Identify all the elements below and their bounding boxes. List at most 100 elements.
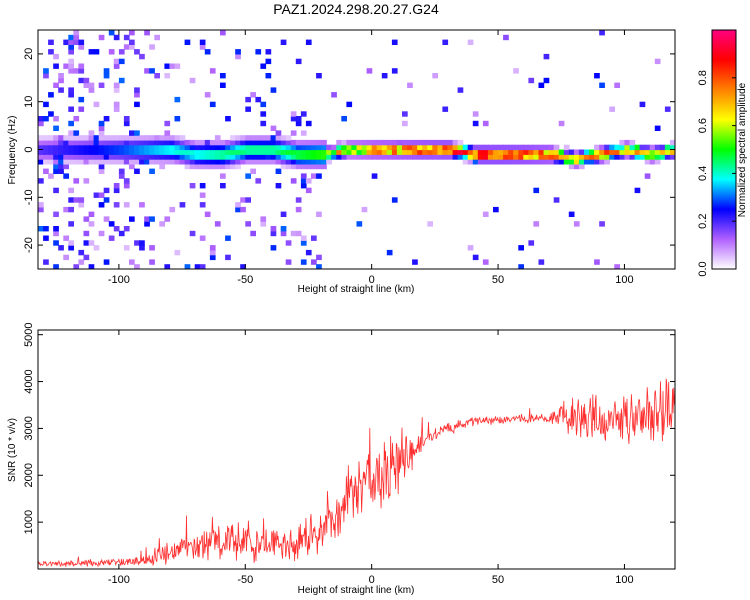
- spectrogram-cell: [48, 135, 54, 141]
- spectrogram-cell: [78, 44, 85, 50]
- spectrogram-cell: [83, 240, 90, 246]
- spectrogram-cell: [214, 135, 221, 141]
- spectrogram-cell: [144, 154, 150, 160]
- spectrogram-cell: [174, 63, 181, 69]
- spectrogram-cell: [240, 135, 246, 141]
- spectrogram-cell: [664, 144, 671, 151]
- spectrogram-cell: [669, 144, 675, 151]
- spectrogram-cell: [285, 154, 292, 160]
- spectrogram-cell: [103, 187, 110, 194]
- spectrogram-cell: [285, 163, 292, 170]
- spectrogram-cell: [447, 139, 454, 146]
- spectrogram-cell: [321, 163, 327, 170]
- spectrogram-cell: [305, 39, 312, 45]
- spectrogram-cell: [83, 139, 90, 146]
- spectrogram-cell: [240, 139, 246, 146]
- spectrogram-cell: [467, 154, 474, 160]
- spectrogram-cell: [220, 154, 226, 160]
- spectrogram-cell: [78, 77, 85, 84]
- spectrogram-cell: [78, 135, 85, 141]
- spectrogram-cell: [169, 63, 176, 69]
- spectrogram-cell: [280, 135, 287, 141]
- spectrogram-cell: [149, 245, 155, 251]
- spectrogram-cell: [528, 77, 535, 84]
- spectrogram-cell: [199, 139, 206, 146]
- spectrogram-cell: [260, 135, 267, 141]
- spectrogram-cell: [437, 149, 444, 155]
- spectrogram-cell: [123, 183, 130, 189]
- spectrogram-cell: [189, 230, 196, 237]
- spectrogram-cell: [164, 159, 171, 165]
- spectrogram-cell: [391, 154, 398, 160]
- spectrogram-cell: [316, 149, 322, 155]
- spectrogram-cell: [538, 144, 545, 151]
- spectrogram-cell: [290, 111, 297, 117]
- spectrogram-cell: [578, 163, 585, 170]
- spectrogram-cell: [68, 149, 74, 155]
- spectrogram-cell: [356, 221, 363, 227]
- spectrogram-cell: [482, 149, 489, 155]
- spectrogram-cell: [184, 39, 191, 45]
- spectrogram-cell: [629, 149, 636, 155]
- spectrogram-cell: [199, 163, 206, 170]
- spectrogram-cell: [270, 135, 277, 141]
- spectrogram-cell: [123, 116, 130, 122]
- spectrogram-cell: [356, 149, 363, 155]
- spectrogram-cell: [78, 96, 85, 103]
- spectrogram-cell: [528, 149, 535, 155]
- spectrogram-cell: [391, 149, 398, 155]
- spectrogram-cell: [43, 101, 49, 108]
- spectrogram-cell: [472, 144, 479, 151]
- spectrogram-cell: [649, 154, 656, 160]
- spectrogram-cell: [260, 149, 267, 155]
- spectrogram-cell: [164, 139, 171, 146]
- spectrogram-cell: [38, 139, 44, 146]
- spectrogram-cell: [98, 192, 105, 198]
- spectrogram-cell: [311, 173, 317, 179]
- spectrogram-cell: [316, 264, 322, 269]
- spectrogram-cell: [275, 135, 282, 141]
- spectrogram-cell: [159, 159, 165, 165]
- spectrogram-cell: [336, 144, 342, 151]
- spectrogram-cell: [604, 144, 610, 151]
- spectrogram-cell: [113, 139, 120, 146]
- spectrogram-cell: [523, 154, 529, 160]
- spectrogram-cell: [452, 154, 459, 160]
- spectrogram-cell: [78, 106, 85, 112]
- spectrogram-cell: [58, 87, 64, 93]
- spectrogram-cell: [103, 197, 110, 203]
- spectrogram-cell: [43, 235, 49, 241]
- spectrogram-cell: [553, 149, 560, 155]
- spectrogram-cell: [43, 159, 49, 165]
- spectrogram-cell: [154, 159, 160, 165]
- spectrogram-cell: [159, 135, 165, 141]
- spectrogram-cell: [169, 144, 176, 151]
- spectrogram-cell: [118, 49, 125, 55]
- spectrogram-cell: [88, 144, 95, 151]
- spectrogram-cell: [184, 144, 191, 151]
- spectrogram-cell: [68, 34, 74, 41]
- spectrogram-cell: [260, 144, 267, 151]
- spectrogram-cell: [184, 139, 191, 146]
- spectrogram-cell: [68, 144, 74, 151]
- spectrogram-cell: [300, 259, 307, 265]
- spectrogram-cell: [164, 120, 171, 127]
- spectrogram-cell: [48, 92, 54, 98]
- spectrogram-cell: [639, 101, 646, 108]
- spectrogram-cell: [123, 245, 130, 251]
- spectrogram-cell: [220, 159, 226, 165]
- spectrogram-cell: [103, 68, 110, 74]
- spectrogram-cell: [452, 149, 459, 155]
- spectrogram-cell: [300, 130, 307, 136]
- spectrogram-cell: [58, 77, 64, 84]
- spectrogram-y-label: Frequency (Hz): [7, 116, 18, 185]
- spectrogram-cell: [543, 159, 550, 165]
- spectrogram-cell: [98, 149, 105, 155]
- spectrogram-cell: [381, 139, 388, 146]
- spectrogram-cell: [578, 159, 585, 165]
- spectrogram-cell: [68, 139, 74, 146]
- spectrogram-cell: [118, 135, 125, 141]
- spectrogram-cell: [407, 154, 413, 160]
- spectrogram-cell: [311, 163, 317, 170]
- spectrogram-cell: [83, 149, 90, 155]
